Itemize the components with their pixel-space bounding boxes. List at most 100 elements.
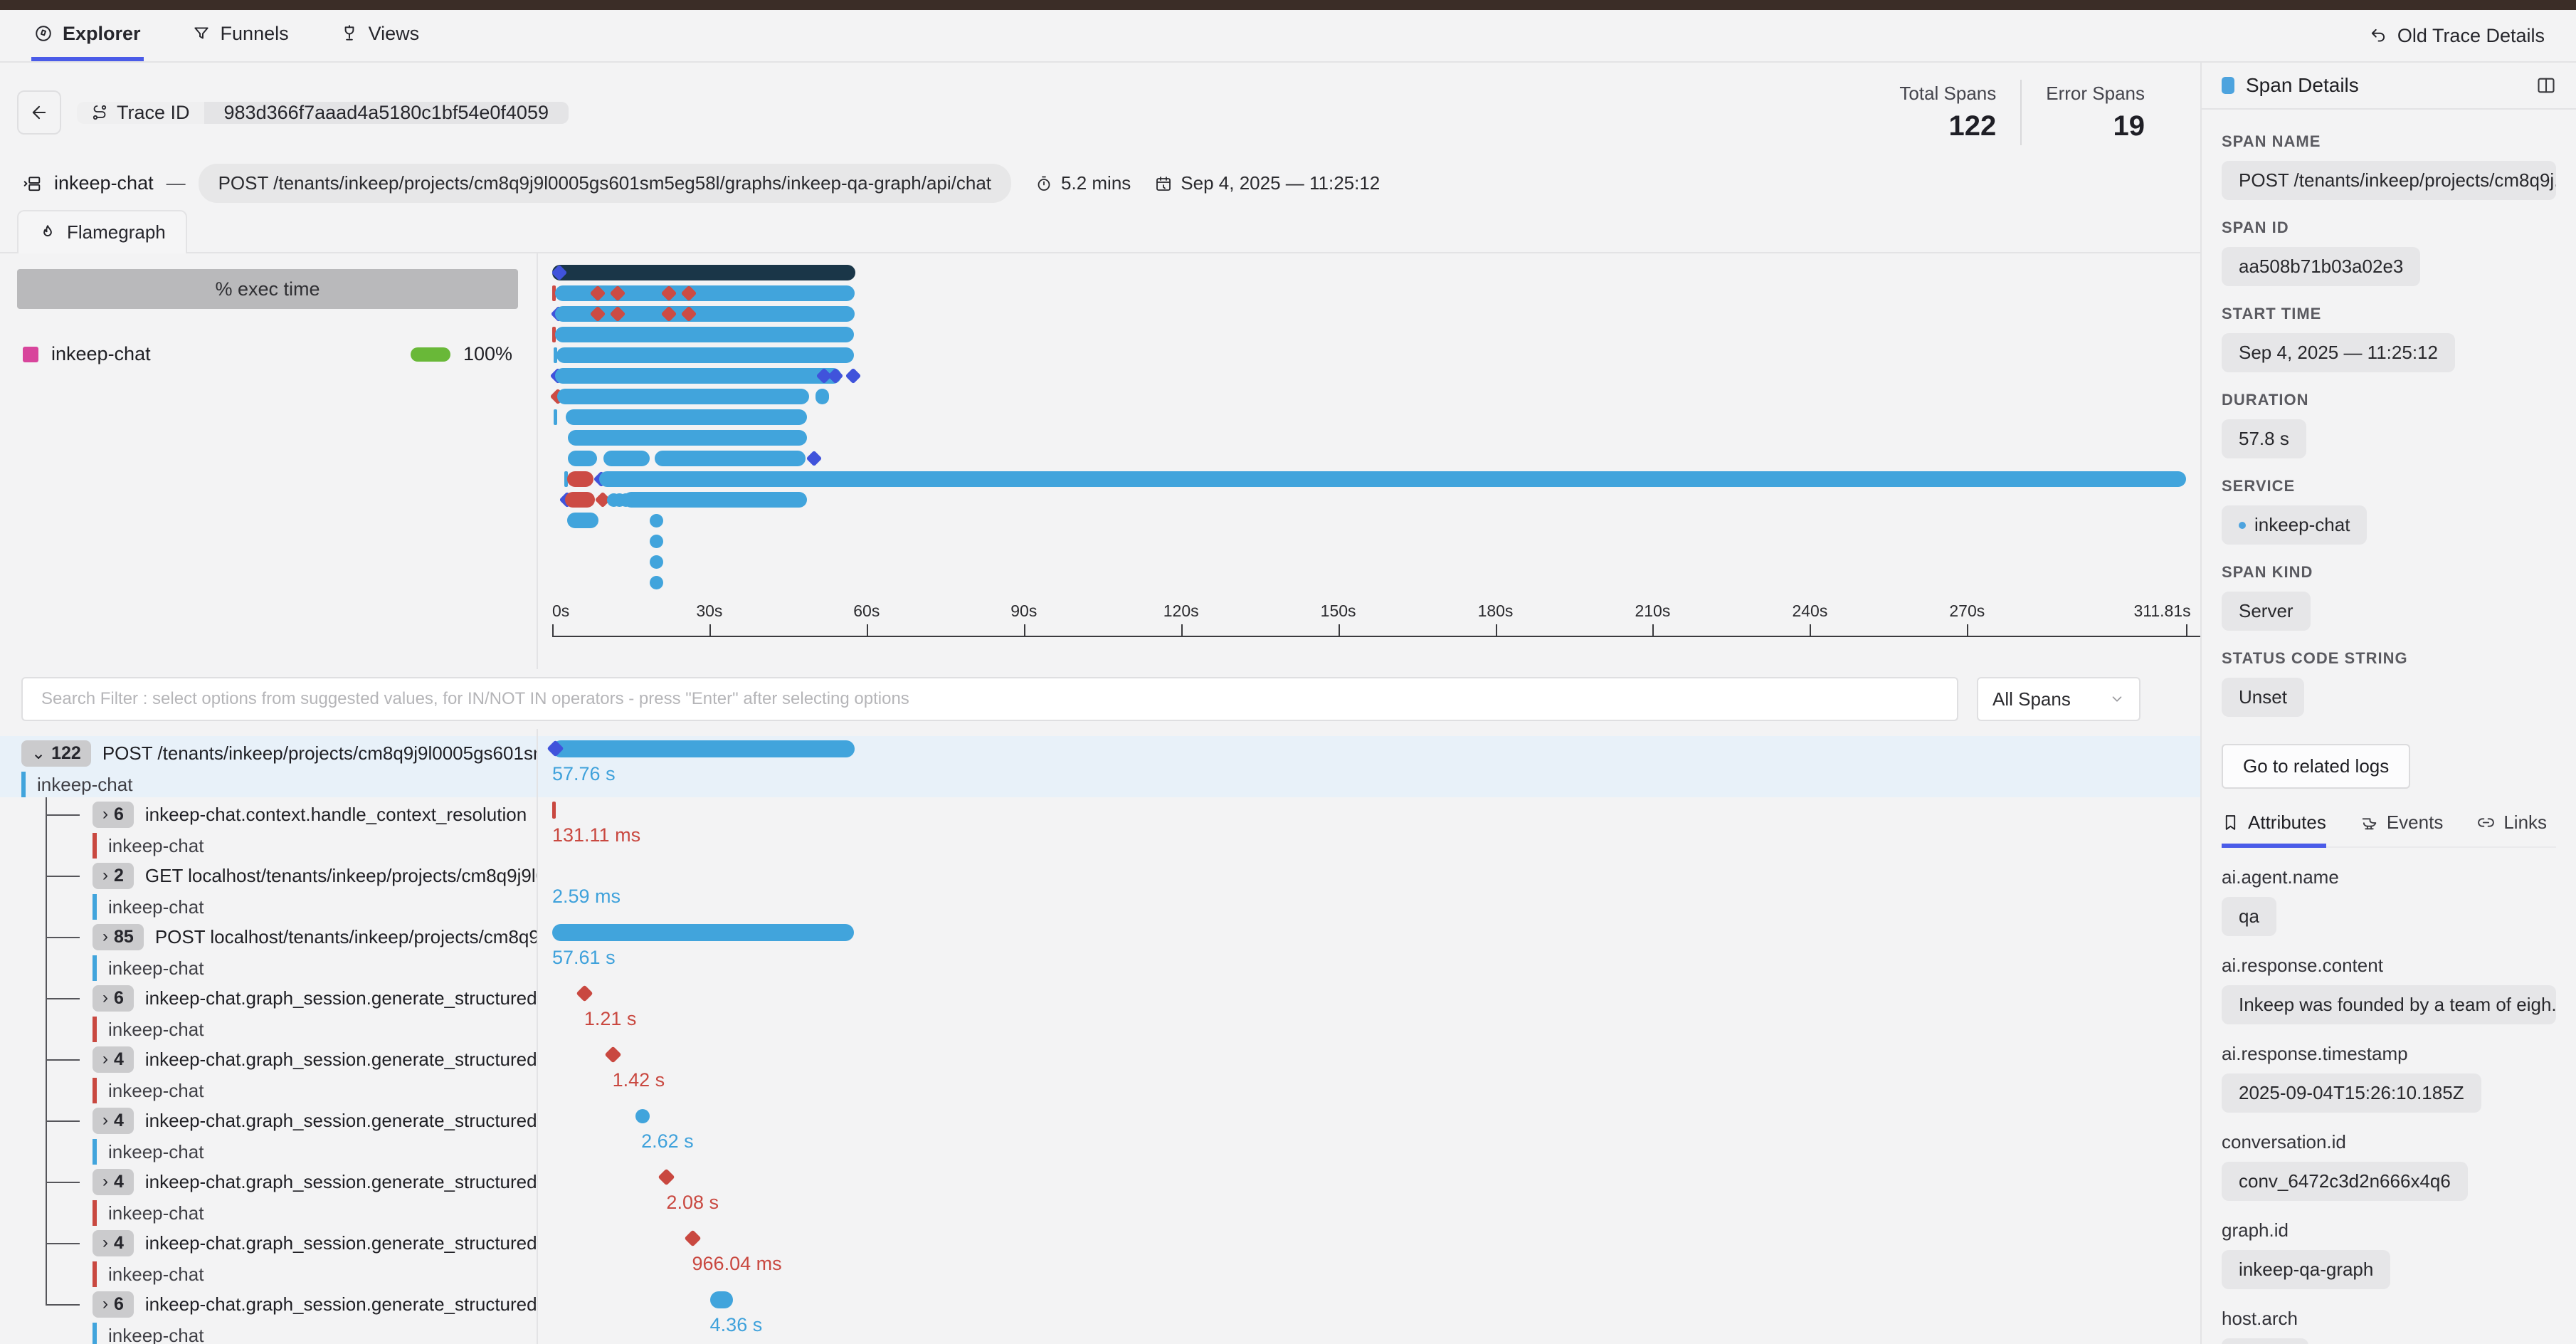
waterfall-row[interactable]: 57.61 s (538, 920, 2200, 981)
span-bar[interactable] (655, 451, 806, 466)
span-bar[interactable] (552, 265, 855, 280)
span-name[interactable]: inkeep-chat.graph_session.generate_struc… (144, 1293, 537, 1315)
span-expand-toggle[interactable]: › 6 (93, 985, 134, 1012)
details-tab-links[interactable]: Links (2477, 812, 2547, 848)
duration-tick[interactable] (552, 802, 556, 819)
collapse-panel-icon[interactable] (2536, 75, 2556, 95)
waterfall-row[interactable]: 2.62 s (538, 1103, 2200, 1165)
old-trace-details-link[interactable]: Old Trace Details (2369, 10, 2545, 61)
span-expand-toggle[interactable]: › 6 (93, 1291, 134, 1318)
span-expand-toggle[interactable]: › 4 (93, 1046, 134, 1073)
span-scope-select[interactable]: All Spans (1977, 677, 2140, 721)
flamegraph-row[interactable] (552, 450, 2200, 467)
span-dot[interactable] (650, 535, 663, 548)
span-name[interactable]: GET localhost/tenants/inkeep/projects/cm… (144, 864, 537, 886)
span-name[interactable]: POST /tenants/inkeep/projects/cm8q9j9l00… (102, 742, 537, 764)
span-tick[interactable] (552, 285, 556, 301)
span-bar[interactable] (556, 347, 855, 363)
span-bar[interactable] (555, 306, 855, 322)
span-name[interactable]: inkeep-chat.graph_session.generate_struc… (144, 1232, 537, 1254)
details-tab-events[interactable]: Events (2360, 812, 2443, 848)
span-bar[interactable] (554, 368, 842, 384)
search-filter-input[interactable] (21, 677, 1958, 721)
span-name[interactable]: inkeep-chat.graph_session.generate_struc… (144, 1109, 537, 1131)
legend-row-inkeep-chat[interactable]: inkeep-chat 100% (17, 343, 518, 365)
span-expand-toggle[interactable]: › 85 (93, 923, 144, 950)
span-bar[interactable] (568, 430, 807, 446)
error-diamond[interactable] (683, 1229, 702, 1247)
flamegraph-row[interactable] (551, 264, 2200, 281)
flamegraph-row[interactable] (552, 471, 2200, 488)
flamegraph-row[interactable] (552, 285, 2200, 302)
nav-tab-explorer[interactable]: Explorer (31, 10, 144, 61)
span-tick[interactable] (564, 471, 568, 487)
flamegraph-row[interactable] (550, 305, 2200, 322)
attribute-value[interactable]: Inkeep was founded by a team of eigh... (2222, 985, 2556, 1024)
detail-field-value[interactable]: 57.8 s (2222, 419, 2306, 458)
duration-dot[interactable] (635, 1109, 650, 1123)
span-expand-toggle[interactable]: › 4 (93, 1168, 134, 1195)
attribute-value[interactable]: 2025-09-04T15:26:10.185Z (2222, 1073, 2481, 1113)
duration-bar[interactable] (552, 740, 855, 757)
span-bar[interactable] (815, 389, 829, 404)
span-bar[interactable] (567, 471, 594, 487)
span-bar[interactable] (623, 492, 807, 508)
error-diamond[interactable] (658, 1168, 675, 1186)
detail-field-value[interactable]: POST /tenants/inkeep/projects/cm8q9j... (2222, 161, 2556, 200)
nav-tab-views[interactable]: Views (337, 10, 423, 61)
nav-tab-funnels[interactable]: Funnels (189, 10, 292, 61)
span-expand-toggle[interactable]: › 6 (93, 801, 134, 828)
back-button[interactable] (17, 90, 61, 135)
attribute-value[interactable]: qa (2222, 897, 2276, 936)
span-bar[interactable] (555, 327, 855, 342)
trace-id-chip[interactable]: Trace ID 983d366f7aaad4a5180c1bf54e0f405… (77, 101, 569, 124)
detail-field-value[interactable]: Sep 4, 2025 — 11:25:12 (2222, 333, 2455, 372)
span-tick[interactable] (554, 409, 558, 425)
flamegraph-row[interactable] (552, 491, 2200, 508)
duration-bar[interactable] (709, 1291, 733, 1308)
flamegraph-row[interactable] (549, 367, 2200, 384)
span-name[interactable]: inkeep-chat.graph_session.generate_struc… (144, 1048, 537, 1070)
span-expand-toggle[interactable]: ⌄ 122 (21, 740, 91, 767)
flamegraph-row[interactable] (552, 327, 2200, 342)
flamegraph-row[interactable] (552, 347, 2200, 363)
waterfall-row[interactable]: 4.36 s (538, 1287, 2200, 1344)
flamegraph-row[interactable] (552, 533, 2200, 549)
error-diamond[interactable] (576, 985, 593, 1002)
span-bar[interactable] (566, 409, 807, 425)
flamegraph-row[interactable] (552, 554, 2200, 569)
root-endpoint-pill[interactable]: POST /tenants/inkeep/projects/cm8q9j9l00… (198, 164, 1012, 203)
waterfall-row[interactable]: 1.42 s (538, 1042, 2200, 1103)
waterfall-row[interactable]: 131.11 ms (538, 797, 2200, 859)
span-event-diamond[interactable] (806, 450, 823, 467)
tab-flamegraph[interactable]: Flamegraph (17, 210, 187, 253)
span-event-diamond[interactable] (845, 367, 861, 384)
attribute-value[interactable]: conv_6472c3d2n666x4q6 (2222, 1162, 2468, 1201)
flamegraph-row[interactable] (552, 409, 2200, 425)
span-name[interactable]: inkeep-chat.graph_session.generate_struc… (144, 987, 537, 1009)
span-tick[interactable] (552, 327, 556, 342)
waterfall-row[interactable]: 1.21 s (538, 981, 2200, 1042)
waterfall-row[interactable]: 966.04 ms (538, 1226, 2200, 1287)
span-dot[interactable] (650, 576, 663, 589)
span-dot[interactable] (650, 514, 663, 527)
span-bar[interactable] (557, 389, 809, 404)
span-name[interactable]: inkeep-chat.graph_session.generate_struc… (144, 1170, 537, 1192)
flamegraph-row[interactable] (552, 574, 2200, 590)
flamegraph-row[interactable] (552, 430, 2200, 446)
error-diamond[interactable] (604, 1046, 622, 1064)
flamegraph-canvas[interactable]: 0s 30s 60s 90s 120s 150s 180s 210s 240s 270s 311.8… (538, 253, 2200, 669)
span-bar[interactable] (568, 451, 598, 466)
duration-bar[interactable] (552, 924, 855, 941)
span-expand-toggle[interactable]: › 4 (93, 1107, 134, 1134)
waterfall-row[interactable]: 2.59 ms (538, 859, 2200, 920)
span-tick[interactable] (553, 347, 557, 363)
span-bar[interactable] (554, 285, 855, 301)
flamegraph-row[interactable] (552, 513, 2200, 528)
flamegraph-row[interactable] (549, 388, 2200, 405)
go-to-related-logs-button[interactable]: Go to related logs (2222, 744, 2411, 789)
span-dot[interactable] (650, 555, 663, 569)
attribute-value[interactable]: inkeep-qa-graph (2222, 1250, 2391, 1289)
span-expand-toggle[interactable]: › 2 (93, 862, 134, 889)
detail-field-value[interactable]: Unset (2222, 678, 2304, 717)
